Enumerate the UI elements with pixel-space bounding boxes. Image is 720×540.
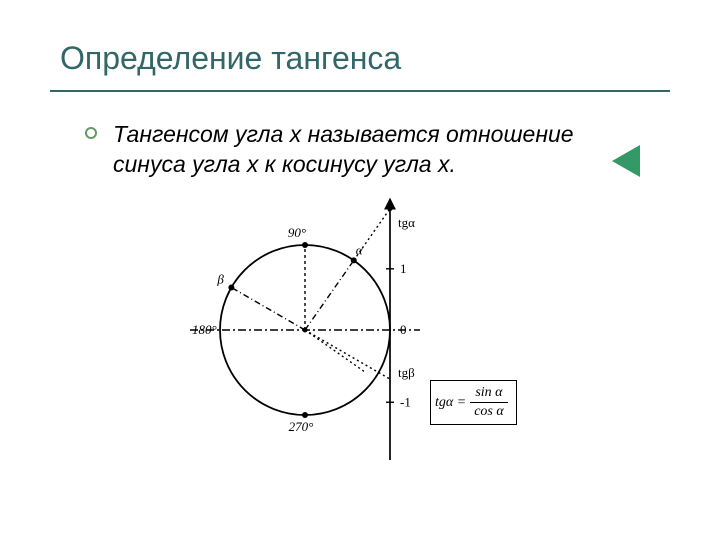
formula-box: tgα = sin α cos α [430,380,517,425]
svg-text:270°: 270° [289,419,314,434]
svg-text:tgα: tgα [398,215,415,230]
tangent-circle-diagram: 1 0 -1 tgα tgβ α β 90° 180° 270° [175,190,505,470]
back-arrow-button[interactable] [612,145,640,177]
svg-text:0: 0 [400,322,407,337]
svg-text:1: 1 [400,261,407,276]
formula-fraction: sin α cos α [470,385,508,420]
svg-text:tgβ: tgβ [398,365,415,380]
title-underline [50,90,670,92]
svg-text:α: α [356,242,364,257]
formula-lhs: tgα = [435,395,470,411]
bullet-marker-icon [85,127,97,139]
slide-title: Определение тангенса [60,40,401,77]
svg-text:β: β [216,272,224,287]
svg-text:180°: 180° [192,322,217,337]
definition-text: Тангенсом угла х называется отношение си… [113,120,645,180]
svg-text:-1: -1 [400,394,411,409]
formula-denominator: cos α [470,404,508,420]
fraction-bar-icon [470,402,508,403]
svg-text:90°: 90° [288,225,306,240]
definition-bullet: Тангенсом угла х называется отношение си… [85,120,645,180]
formula-numerator: sin α [471,385,506,401]
